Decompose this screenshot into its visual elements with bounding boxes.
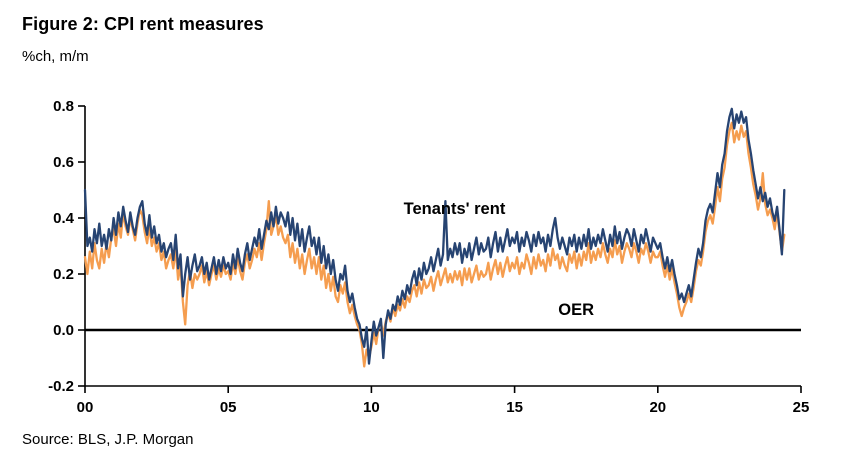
x-tick-label: 20	[649, 399, 666, 416]
annotation-label-tenants-rent: Tenants' rent	[404, 200, 506, 218]
figure-title: Figure 2: CPI rent measures	[22, 14, 264, 34]
x-tick-label: 00	[77, 399, 94, 416]
y-axis-unit-label: %ch, m/m	[22, 48, 89, 65]
source-note: Source: BLS, J.P. Morgan	[22, 431, 194, 448]
x-tick-label: 10	[363, 399, 380, 416]
x-tick-label: 15	[506, 399, 523, 416]
y-tick-label: 0.2	[53, 266, 74, 283]
y-tick-label: -0.2	[48, 378, 74, 395]
y-tick-label: 0.0	[53, 322, 74, 339]
x-tick-label: 05	[220, 399, 237, 416]
x-tick-label: 25	[793, 399, 810, 416]
y-tick-label: 0.6	[53, 154, 74, 171]
series-line-tenants-rent	[83, 107, 786, 365]
annotation-label-oer: OER	[558, 301, 594, 319]
series-line-oer	[83, 121, 786, 368]
y-tick-label: 0.8	[53, 98, 74, 115]
y-tick-label: 0.4	[53, 210, 75, 227]
